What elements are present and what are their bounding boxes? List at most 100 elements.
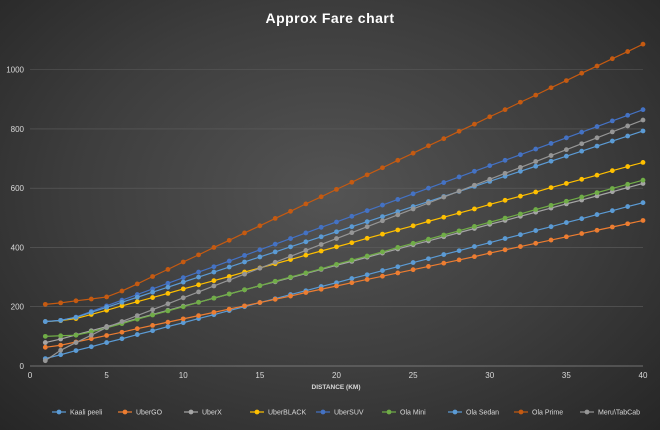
data-point [272,241,278,247]
data-point [58,317,64,323]
data-point [426,185,431,191]
legend-marker [254,409,260,415]
data-point [272,259,278,265]
data-point [625,123,631,129]
legend-item: Meru\TabCab [580,410,640,417]
data-point [533,92,539,98]
data-point [456,228,462,234]
data-point [640,200,646,206]
data-point [518,244,523,249]
data-point [150,322,156,328]
series-line [45,161,644,323]
data-point [548,85,554,91]
x-tick-label: 40 [639,371,648,380]
data-point [594,190,600,196]
series-6 [42,128,646,324]
data-point [518,99,523,105]
data-point [211,264,217,270]
data-point [594,135,600,141]
data-point [548,237,554,243]
data-point [563,78,569,84]
data-point [609,118,615,124]
legend-item: Kaali peeli [52,410,103,417]
legend-label: UberX [202,410,222,417]
data-point [88,296,94,302]
axes: 0 200 400 600 800 1000 0 5 10 15 20 25 30 35 40 [6,66,648,380]
data-point [42,301,48,307]
data-point [594,227,600,233]
data-point [563,198,569,204]
data-point [318,266,324,272]
legend-marker [122,409,128,415]
data-point [579,141,585,147]
data-point [502,107,508,113]
legend-marker [320,409,326,415]
series-8 [42,117,646,364]
data-point [441,194,447,200]
data-point [395,227,401,233]
legend-label: Ola Prime [532,410,563,417]
data-point [150,328,156,334]
data-point [349,240,355,246]
data-point [165,319,171,325]
data-point [502,157,508,163]
legend-label: UberGO [136,410,163,417]
data-point [563,220,569,225]
data-point [211,278,217,284]
data-point [609,186,615,191]
legend-item: UberSUV [316,410,364,417]
data-point [472,206,477,212]
data-point [456,174,462,180]
data-point [548,224,554,230]
data-point [410,223,416,229]
data-point [395,157,401,163]
data-point [609,168,615,174]
series-line [45,179,644,337]
data-point [533,146,539,152]
data-point [456,188,462,194]
data-point [518,193,523,199]
data-point [226,306,232,312]
data-point [364,219,370,225]
data-point [150,312,156,318]
data-point [609,56,615,62]
data-point [594,212,600,217]
data-point [380,218,385,224]
data-point [318,224,324,230]
data-point [73,340,79,345]
data-point [426,236,431,242]
data-point [625,133,631,139]
data-point [318,242,324,247]
data-point [104,340,110,345]
data-point [88,344,94,350]
data-point [410,191,416,197]
x-tick-label: 25 [409,371,418,380]
data-point [303,201,309,207]
data-point [563,147,569,153]
data-point [257,283,263,289]
series-line [45,130,644,323]
data-point [579,176,585,182]
data-point [196,313,201,319]
data-point [364,172,370,178]
data-point [640,159,646,165]
data-point [533,159,539,164]
data-point [211,245,217,250]
data-point [196,289,201,295]
data-point [426,143,431,149]
data-point [502,197,508,203]
data-point [165,280,171,286]
data-point [150,295,156,300]
data-point [410,206,416,212]
data-point [196,274,201,280]
series-5 [42,177,646,339]
data-point [257,223,263,229]
data-point [410,260,416,265]
data-point [640,117,646,123]
data-point [502,247,508,253]
data-point [502,236,508,241]
data-point [426,218,431,224]
data-point [456,128,462,134]
data-point [242,253,247,258]
